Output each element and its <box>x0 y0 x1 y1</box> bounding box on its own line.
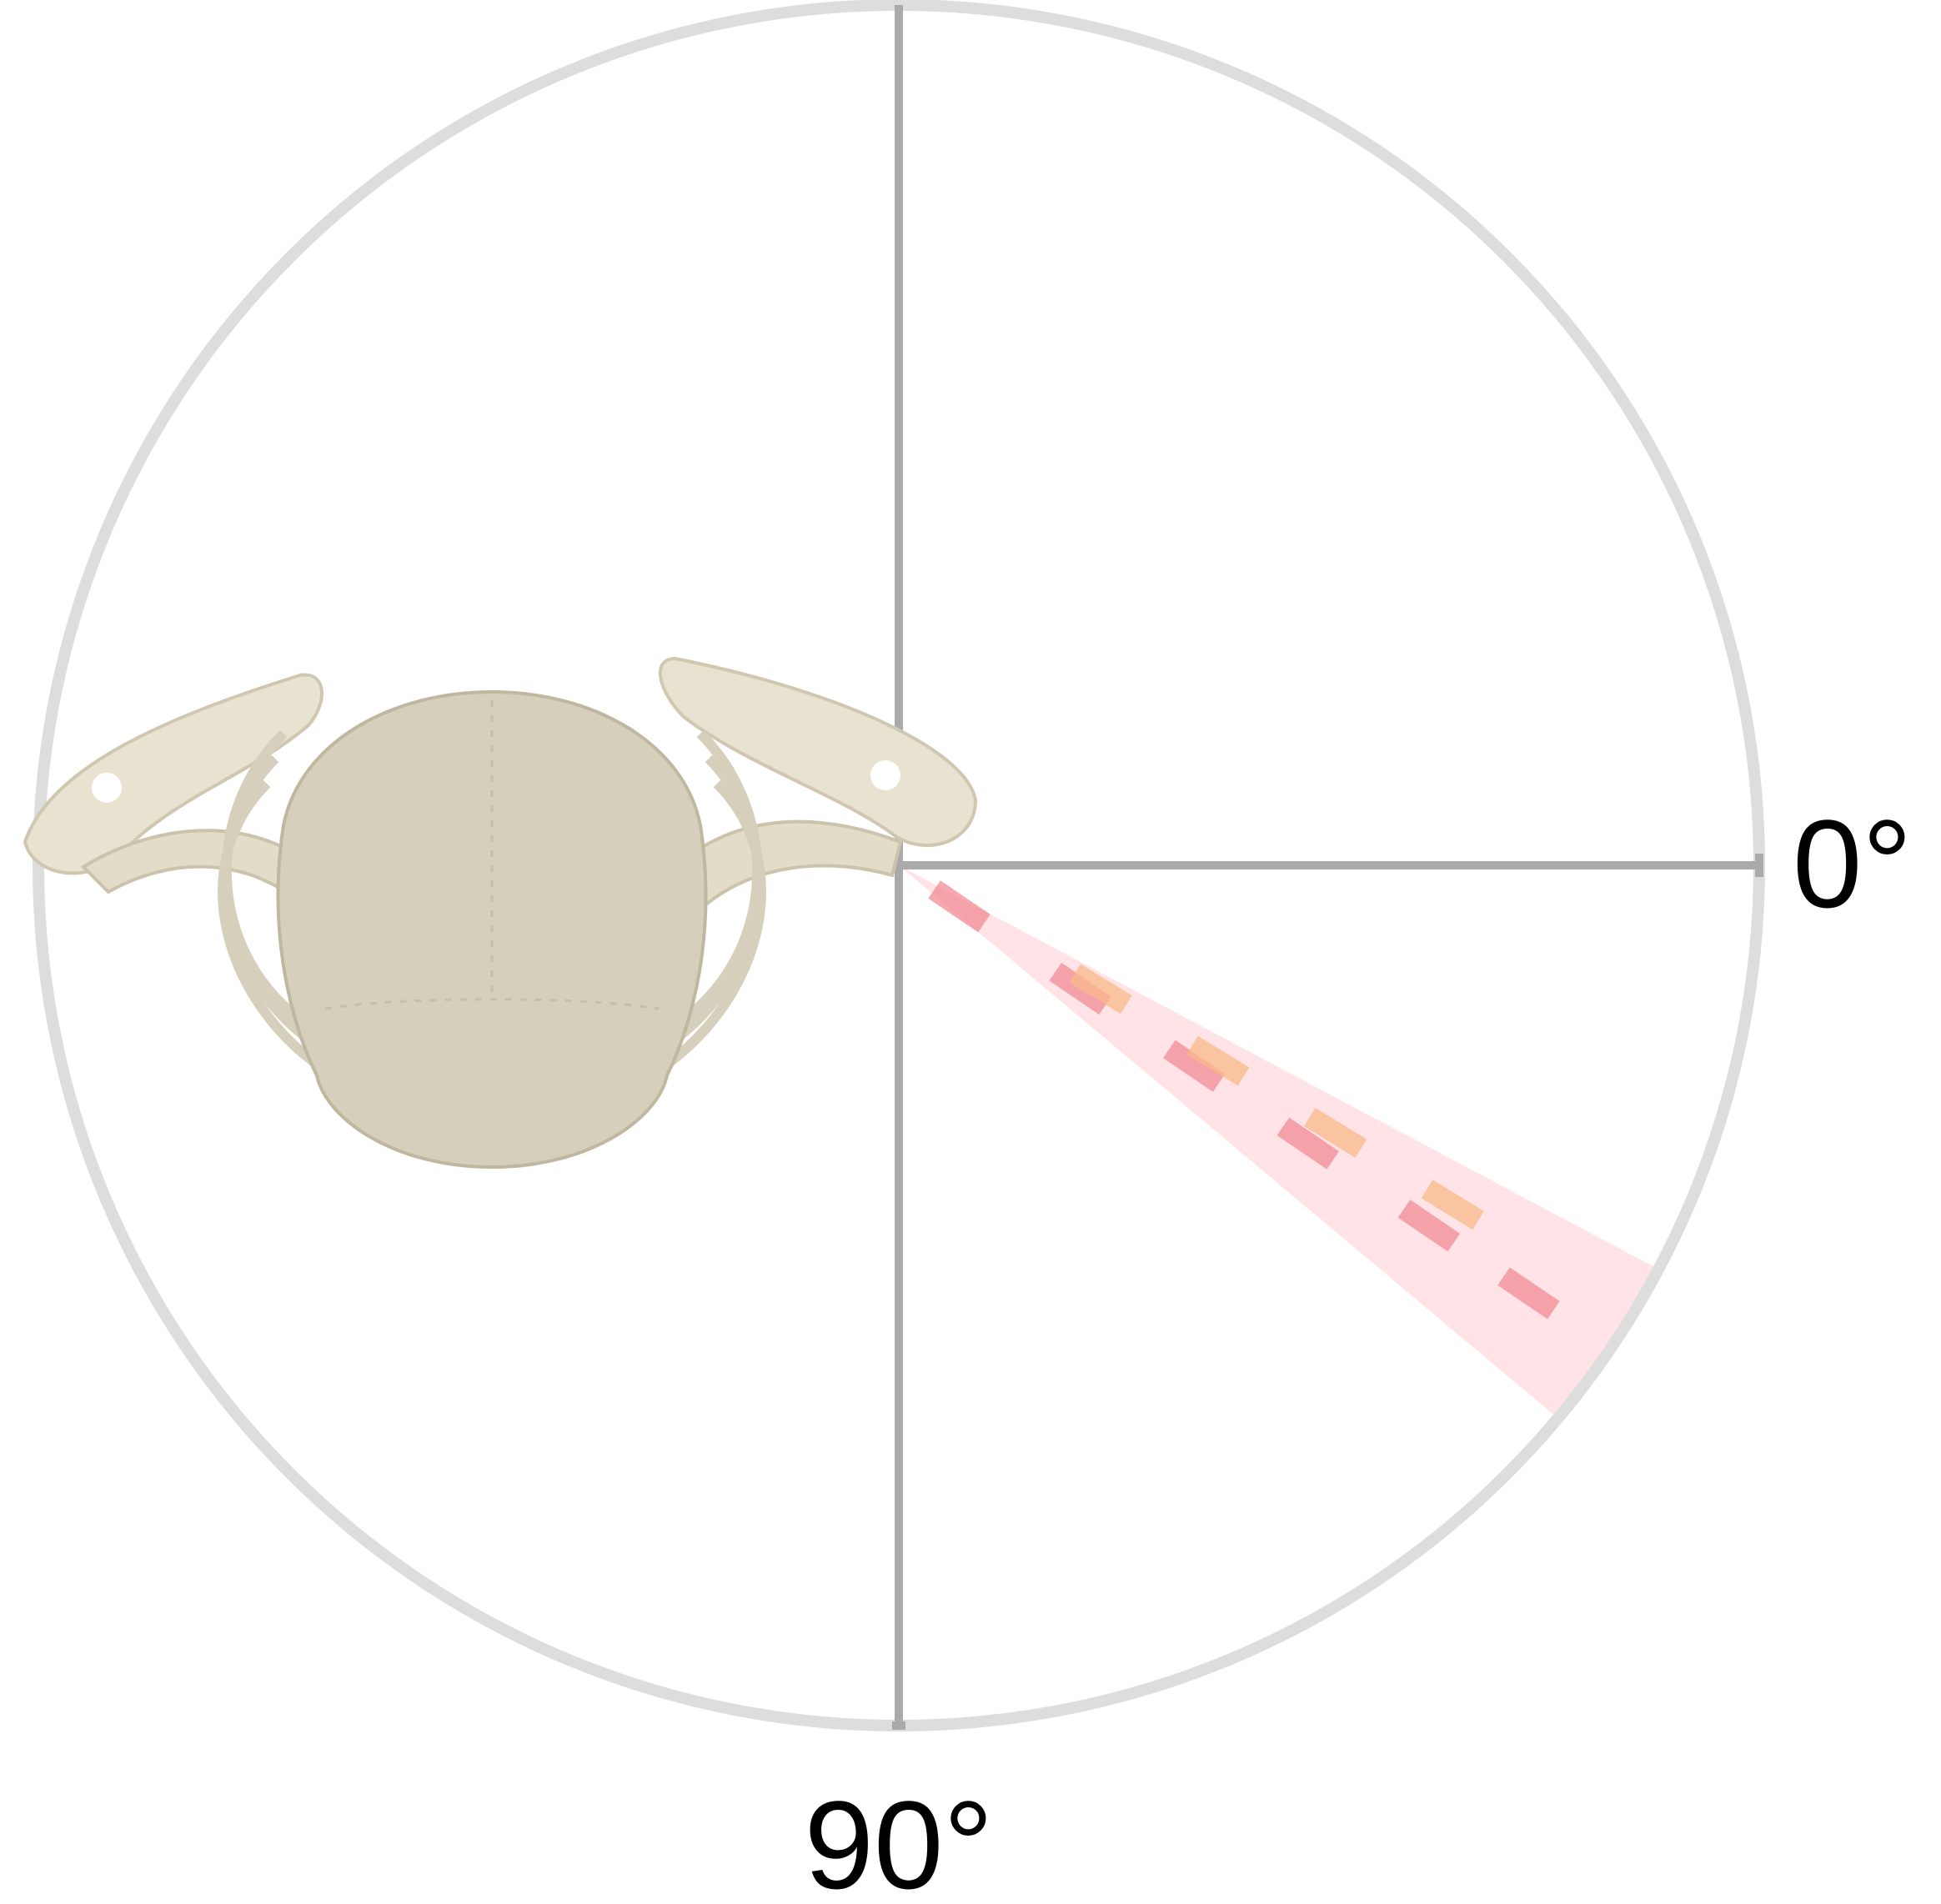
series-pink-mark-0 <box>928 880 991 933</box>
series-orange-mark-0 <box>1069 964 1132 1015</box>
series-pink-mark-3 <box>1276 1117 1339 1170</box>
data-marks-layer <box>928 880 1560 1320</box>
angle-label-90: 90° <box>805 1775 994 1904</box>
series-orange-mark-1 <box>1186 1035 1250 1086</box>
series-orange-mark-3 <box>1421 1180 1484 1230</box>
series-pink-mark-2 <box>1163 1040 1226 1092</box>
angle-sector-layer <box>899 865 1659 1419</box>
angle-sector <box>899 865 1659 1419</box>
series-orange-mark-2 <box>1303 1107 1367 1158</box>
angle-label-0: 0° <box>1793 794 1912 934</box>
series-pink-mark-5 <box>1497 1267 1560 1320</box>
upper-thorax-skeleton-icon <box>23 656 978 1170</box>
axes-layer <box>33 0 1765 1731</box>
series-pink-mark-4 <box>1397 1200 1461 1252</box>
